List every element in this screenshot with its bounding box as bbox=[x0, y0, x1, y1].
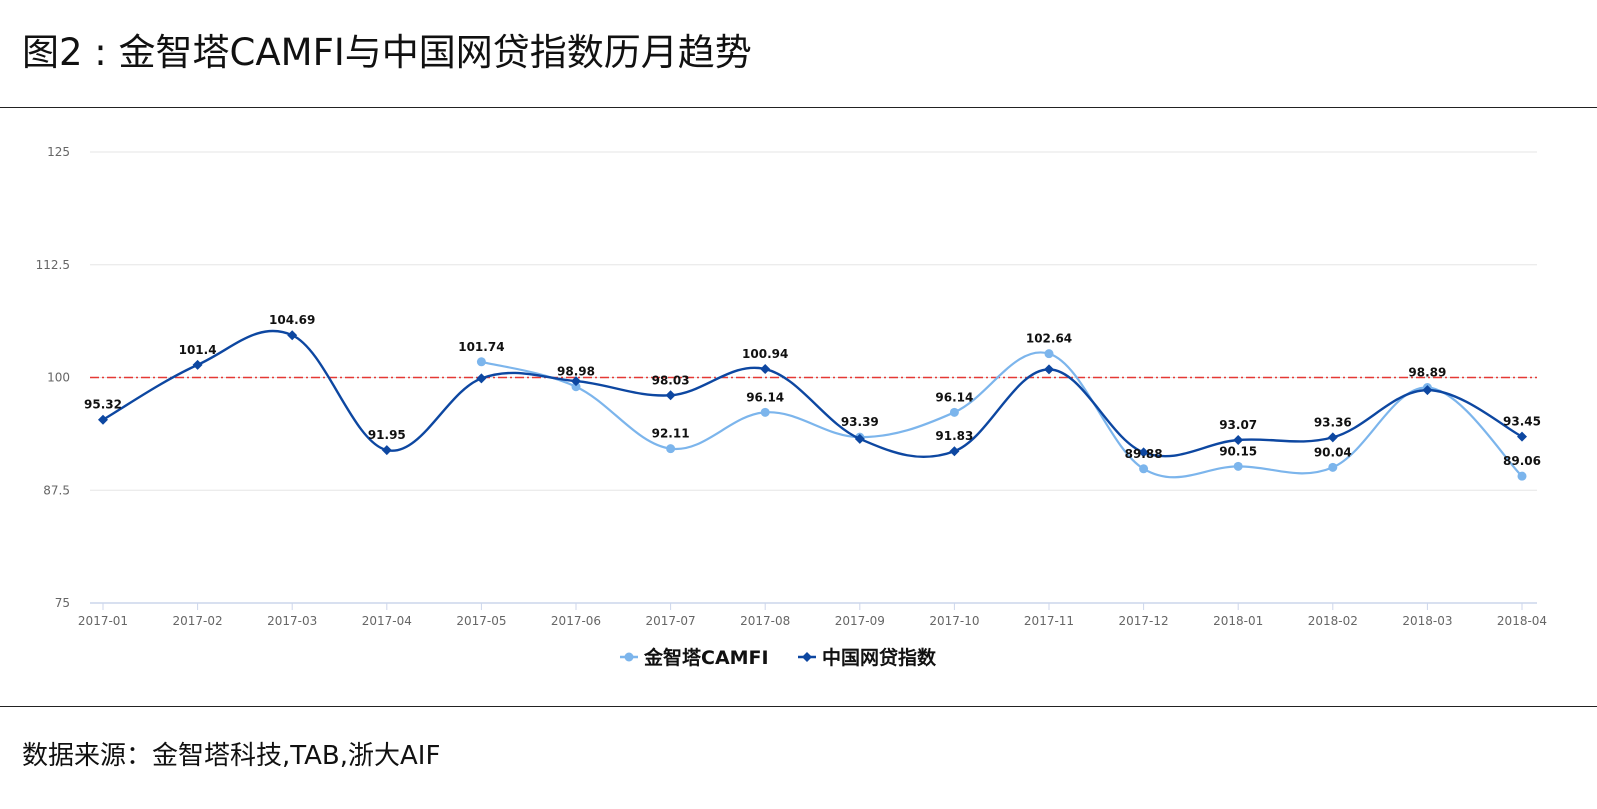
data-point bbox=[287, 330, 298, 341]
data-point bbox=[854, 433, 865, 444]
data-label: 90.15 bbox=[1219, 444, 1257, 458]
x-tick-label: 2018-04 bbox=[1497, 614, 1547, 628]
data-point bbox=[1044, 364, 1054, 375]
data-label: 95.32 bbox=[84, 398, 122, 412]
series-line bbox=[481, 351, 1523, 479]
legend-marker-icon bbox=[802, 652, 812, 662]
bottom-divider bbox=[0, 706, 1597, 707]
legend-item-p2p-index[interactable]: 中国网贷指数 bbox=[798, 646, 937, 669]
data-label: 89.88 bbox=[1125, 447, 1163, 461]
y-tick-label: 75 bbox=[55, 596, 70, 610]
data-label: 92.11 bbox=[652, 427, 690, 441]
x-tick-label: 2017-02 bbox=[173, 614, 223, 628]
x-tick-label: 2017-11 bbox=[1024, 614, 1074, 628]
x-tick-label: 2017-09 bbox=[835, 614, 885, 628]
data-point bbox=[665, 390, 676, 401]
data-point bbox=[1327, 432, 1338, 443]
data-label: 96.14 bbox=[746, 390, 784, 404]
y-tick-label: 87.5 bbox=[43, 483, 70, 497]
series-group bbox=[98, 329, 1527, 481]
data-point bbox=[1517, 431, 1527, 442]
data-point bbox=[1422, 385, 1433, 396]
data-label: 102.64 bbox=[1026, 332, 1072, 346]
x-axis: 2017-01 2017-02 2017-03 2017-04 2017-05 2017-… bbox=[78, 602, 1547, 628]
legend-item-camfi[interactable]: 金智塔CAMFI bbox=[620, 646, 769, 669]
y-tick-label: 100 bbox=[47, 371, 70, 385]
data-point bbox=[1233, 435, 1244, 446]
data-source-note: 数据来源：金智塔科技,TAB,浙大AIF bbox=[22, 741, 441, 771]
data-label: 91.95 bbox=[368, 428, 406, 442]
y-axis-ticks: 125 112.5 100 87.5 75 bbox=[36, 145, 70, 610]
data-point bbox=[760, 407, 770, 417]
series-p2p-index bbox=[98, 329, 1527, 458]
data-point bbox=[98, 414, 108, 425]
top-divider bbox=[0, 107, 1597, 108]
data-point bbox=[1328, 462, 1338, 472]
data-label: 100.94 bbox=[742, 347, 788, 361]
data-point bbox=[1139, 464, 1149, 474]
data-point bbox=[949, 407, 959, 417]
data-label: 98.98 bbox=[557, 365, 595, 379]
x-tick-label: 2017-08 bbox=[740, 614, 790, 628]
data-label: 90.04 bbox=[1314, 445, 1352, 459]
chart-title: 图2 : 金智塔CAMFI与中国网贷指数历月趋势 bbox=[22, 31, 752, 74]
legend[interactable]: 金智塔CAMFI 中国网贷指数 bbox=[620, 646, 937, 669]
x-tick-label: 2017-01 bbox=[78, 614, 128, 628]
x-tick-label: 2017-05 bbox=[456, 614, 506, 628]
data-label: 96.14 bbox=[935, 390, 973, 404]
x-tick-label: 2017-04 bbox=[362, 614, 412, 628]
x-tick-label: 2017-10 bbox=[929, 614, 979, 628]
legend-label: 中国网贷指数 bbox=[822, 646, 937, 669]
data-point bbox=[192, 359, 203, 370]
x-tick-label: 2018-03 bbox=[1402, 614, 1452, 628]
x-tick-label: 2017-06 bbox=[551, 614, 601, 628]
y-tick-label: 125 bbox=[47, 145, 70, 159]
data-label: 89.06 bbox=[1503, 454, 1541, 468]
data-label: 93.45 bbox=[1503, 415, 1541, 429]
series-camfi bbox=[476, 349, 1527, 481]
x-tick-label: 2017-12 bbox=[1119, 614, 1169, 628]
data-label: 91.83 bbox=[935, 429, 973, 443]
data-label: 101.74 bbox=[458, 340, 504, 354]
data-point bbox=[1517, 471, 1527, 481]
data-point bbox=[760, 364, 771, 375]
data-point bbox=[1044, 349, 1054, 359]
x-tick-label: 2018-02 bbox=[1308, 614, 1358, 628]
data-label: 93.07 bbox=[1219, 418, 1257, 432]
data-point bbox=[476, 373, 487, 384]
data-label: 98.03 bbox=[652, 373, 690, 387]
data-point bbox=[476, 357, 486, 367]
data-label: 98.89 bbox=[1408, 366, 1446, 380]
data-label: 101.4 bbox=[179, 343, 217, 357]
data-point bbox=[666, 444, 676, 454]
data-label: 93.39 bbox=[841, 415, 879, 429]
legend-marker-icon bbox=[624, 652, 634, 662]
data-label: 93.36 bbox=[1314, 415, 1352, 429]
x-tick-label: 2017-07 bbox=[646, 614, 696, 628]
data-point bbox=[1233, 461, 1243, 471]
legend-label: 金智塔CAMFI bbox=[643, 646, 769, 669]
data-point bbox=[1138, 447, 1149, 458]
data-point bbox=[381, 445, 392, 456]
data-point bbox=[571, 376, 581, 387]
data-point bbox=[949, 446, 960, 457]
data-point bbox=[571, 382, 581, 392]
data-labels: 101.74 98.98 92.11 96.14 93.39 96.14 102.64 89.… bbox=[84, 313, 1541, 468]
x-tick-label: 2018-01 bbox=[1213, 614, 1263, 628]
y-tick-label: 112.5 bbox=[36, 258, 70, 272]
series-line bbox=[102, 329, 1523, 458]
x-tick-label: 2017-03 bbox=[267, 614, 317, 628]
data-label: 104.69 bbox=[269, 313, 315, 327]
